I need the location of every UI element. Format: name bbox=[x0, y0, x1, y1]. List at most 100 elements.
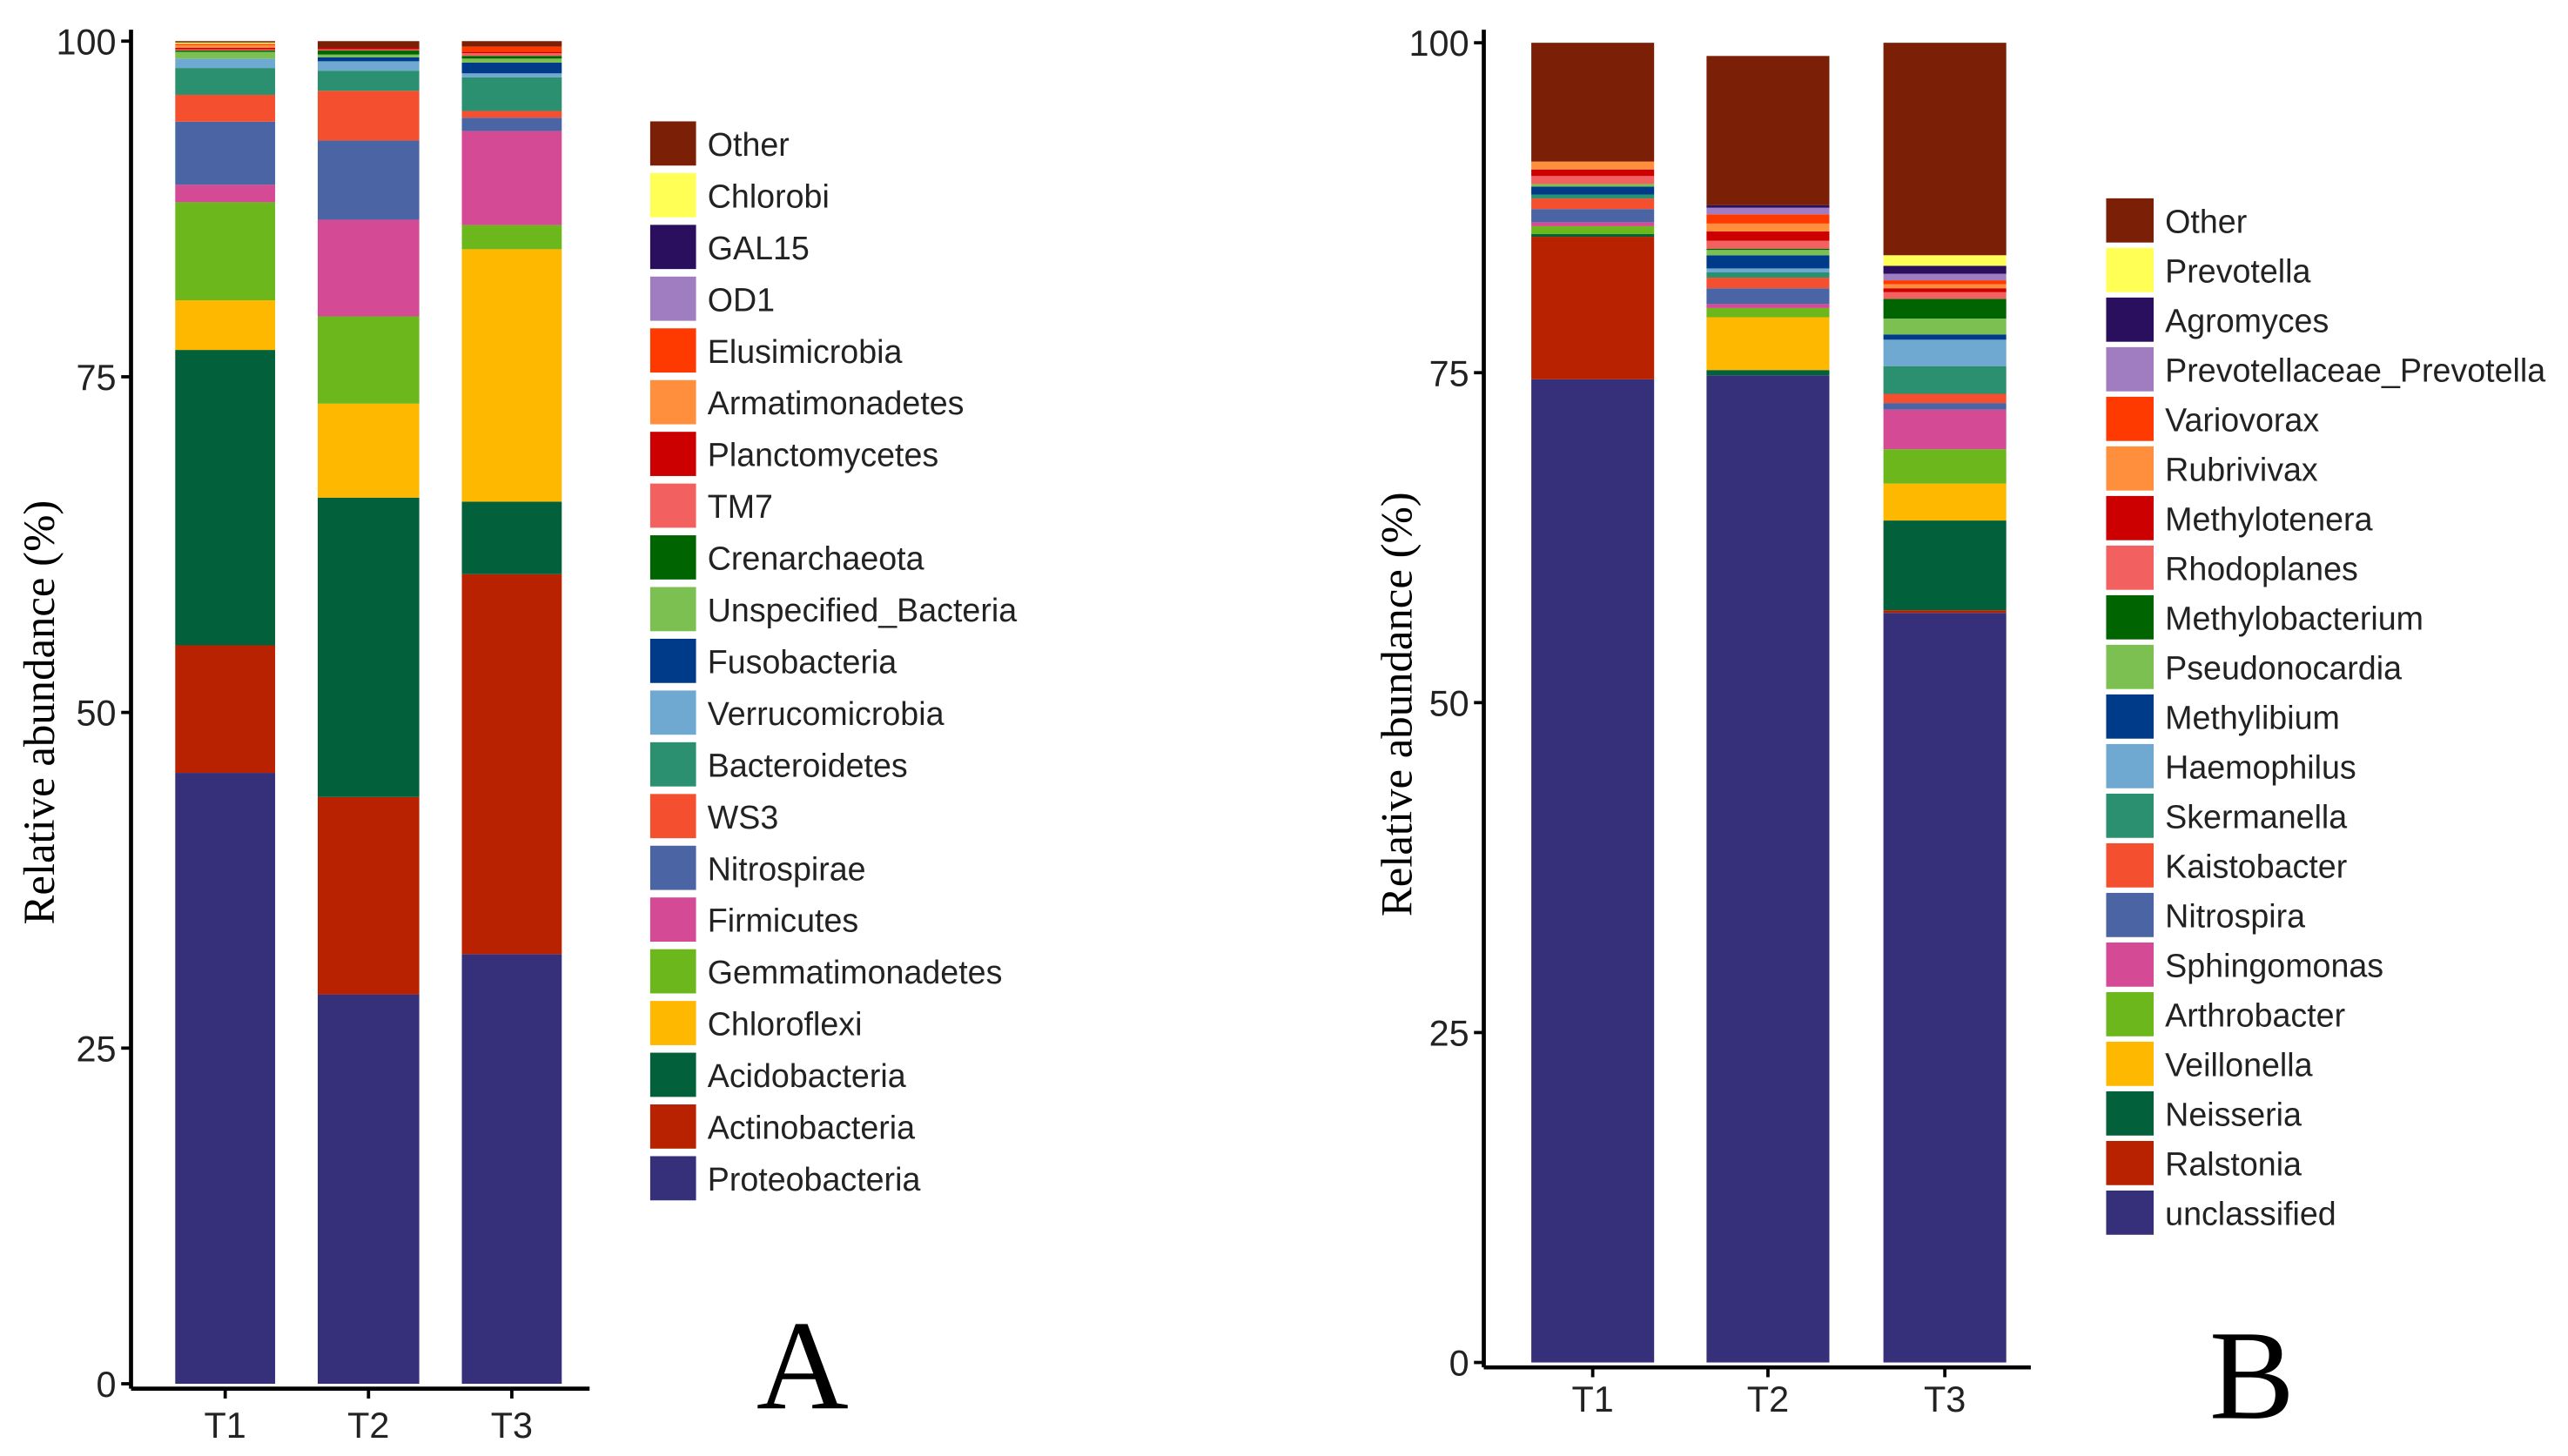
bar-segment-t3-rubrivivax bbox=[1883, 284, 2007, 289]
bar-segment-t2-kaistobacter bbox=[1706, 278, 1830, 289]
chart-panel-b: T1 T2 T3 0 25 50 75 100 Relative abundance (%) Ot… bbox=[1373, 23, 2545, 1446]
bar-segment-t2-other bbox=[1706, 56, 1830, 205]
legend-label: Fusobacteria bbox=[708, 643, 897, 680]
x-tick-label: T3 bbox=[1924, 1379, 1966, 1419]
bar-segment-t3-arthrobacter bbox=[1883, 449, 2007, 484]
y-axis-label: Relative abundance (%) bbox=[1373, 492, 1422, 916]
bar-segment-t1-sphingomonas bbox=[1531, 222, 1655, 226]
bar-segment-t1-nitrospirae bbox=[175, 121, 276, 185]
legend-label: Rhodoplanes bbox=[2165, 550, 2358, 587]
y-tick-label: 0 bbox=[97, 1365, 117, 1405]
legend-label: Nitrospirae bbox=[708, 850, 866, 887]
panel-label: B bbox=[2209, 1305, 2295, 1446]
legend-label: unclassified bbox=[2165, 1195, 2336, 1231]
legend-swatch bbox=[649, 1156, 696, 1201]
bar-segment-t2-acidobacteria bbox=[317, 497, 420, 797]
legend-swatch bbox=[649, 741, 696, 787]
bar-segment-t1-rhodoplanes bbox=[1531, 176, 1655, 185]
bar-segment-t1-gemmatimonadetes bbox=[175, 202, 276, 301]
x-tick-label: T1 bbox=[205, 1406, 246, 1446]
legend-label: Chloroflexi bbox=[708, 1006, 863, 1043]
bar-segment-t1-crenarchaeota bbox=[175, 50, 276, 52]
legend-swatch bbox=[649, 535, 696, 580]
legend-swatch bbox=[649, 845, 696, 890]
bar-segment-t2-haemophilus bbox=[1706, 268, 1830, 272]
legend-label: Methylobacterium bbox=[2165, 600, 2423, 636]
legend-swatch bbox=[649, 638, 696, 683]
bar-segment-t1-neisseria bbox=[1531, 234, 1655, 238]
bar-segment-t1-verrucomicrobia bbox=[175, 58, 276, 69]
legend-swatch bbox=[2106, 793, 2155, 838]
y-tick-label: 25 bbox=[1429, 1013, 1469, 1053]
bar-segment-t1-methylibium bbox=[1531, 186, 1655, 195]
bar-segment-t2-proteobacteria bbox=[317, 994, 420, 1384]
bar-segment-t2-arthrobacter bbox=[1706, 307, 1830, 318]
bar-segment-t1-tm7 bbox=[175, 49, 276, 51]
bar-segment-t2-sphingomonas bbox=[1706, 304, 1830, 308]
bar-segment-t3-prevotella bbox=[1883, 255, 2007, 266]
bar-segment-t1-rubrivivax bbox=[1531, 161, 1655, 170]
legend-label: Acidobacteria bbox=[708, 1057, 906, 1094]
legend-label: TM7 bbox=[708, 488, 773, 525]
legend-swatch bbox=[649, 690, 696, 735]
legend-swatch bbox=[2106, 644, 2155, 689]
legend-swatch bbox=[649, 328, 696, 373]
legend-label: Proteobacteria bbox=[708, 1161, 921, 1198]
x-tick-label: T2 bbox=[347, 1406, 389, 1446]
bar-segment-t2-gemmatimonadetes bbox=[317, 316, 420, 404]
legend-label: Haemophilus bbox=[2165, 748, 2356, 785]
legend-swatch bbox=[649, 587, 696, 632]
legend-swatch bbox=[649, 276, 696, 321]
bar-segment-t3-methylotenera bbox=[1883, 288, 2007, 292]
legend-swatch bbox=[2106, 1190, 2155, 1235]
legend-swatch bbox=[2106, 346, 2155, 392]
y-tick-label: 100 bbox=[57, 22, 117, 62]
bar-segment-t3-planctomycetes bbox=[461, 51, 562, 54]
bar-segment-t1-unclassified bbox=[1531, 379, 1655, 1363]
legend-label: Gemmatimonadetes bbox=[708, 954, 1003, 990]
legend-swatch bbox=[2106, 297, 2155, 342]
bar-segment-t2-fusobacteria bbox=[317, 57, 420, 62]
bar-segment-t3-nitrospira bbox=[1883, 403, 2007, 410]
bar-segment-t2-other bbox=[317, 41, 420, 48]
legend-swatch bbox=[2106, 446, 2155, 491]
bar-segment-t1-nitrospira bbox=[1531, 209, 1655, 223]
bar-segment-t1-firmicutes bbox=[175, 185, 276, 203]
bar-segment-t2-verrucomicrobia bbox=[317, 61, 420, 71]
bar-segment-t2-nitrospirae bbox=[317, 140, 420, 220]
legend-label: Arthrobacter bbox=[2165, 996, 2345, 1033]
bar-segment-t3-rhodoplanes bbox=[1883, 292, 2007, 299]
bar-segment-t1-elusimicrobia bbox=[175, 44, 276, 45]
legend-label: Agromyces bbox=[2165, 302, 2329, 339]
y-tick-label: 75 bbox=[77, 358, 117, 398]
x-tick-label: T2 bbox=[1747, 1379, 1789, 1419]
bar-segment-t1-armatimonadetes bbox=[175, 44, 276, 48]
y-tick-label: 50 bbox=[77, 694, 117, 734]
legend-label: Crenarchaeota bbox=[708, 540, 924, 577]
y-tick-label: 100 bbox=[1409, 23, 1469, 64]
bar-segment-t2-nitrospira bbox=[1706, 288, 1830, 305]
bar-segment-t3-gemmatimonadetes bbox=[461, 225, 562, 250]
bar-segment-t3-verrucomicrobia bbox=[461, 73, 562, 77]
bar-segment-t2-ws3 bbox=[317, 91, 420, 141]
bar-segment-t3-pseudonocardia bbox=[1883, 319, 2007, 335]
legend-swatch bbox=[2106, 198, 2155, 243]
bar-segment-t2-unspecified-bacteria bbox=[317, 54, 420, 57]
bar-segment-t2-firmicutes bbox=[317, 219, 420, 317]
x-tick-label: T1 bbox=[1571, 1379, 1613, 1419]
legend-swatch bbox=[649, 897, 696, 943]
bar-segment-t1-arthrobacter bbox=[1531, 225, 1655, 235]
legend-label: WS3 bbox=[708, 799, 779, 835]
legend-swatch bbox=[2106, 842, 2155, 888]
legend-label: OD1 bbox=[708, 281, 775, 318]
bar-segment-t3-unspecified-bacteria bbox=[461, 58, 562, 63]
legend-label: Planctomycetes bbox=[708, 437, 938, 473]
bar-segment-t3-other bbox=[1883, 43, 2007, 256]
legend-label: Sphingomonas bbox=[2165, 947, 2383, 983]
legend-swatch bbox=[2106, 495, 2155, 540]
legend-swatch bbox=[2106, 247, 2155, 292]
legend-label: Pseudonocardia bbox=[2165, 649, 2402, 686]
legend-swatch bbox=[2106, 694, 2155, 739]
legend-swatch bbox=[649, 949, 696, 994]
bar-segment-t1-other bbox=[1531, 43, 1655, 162]
